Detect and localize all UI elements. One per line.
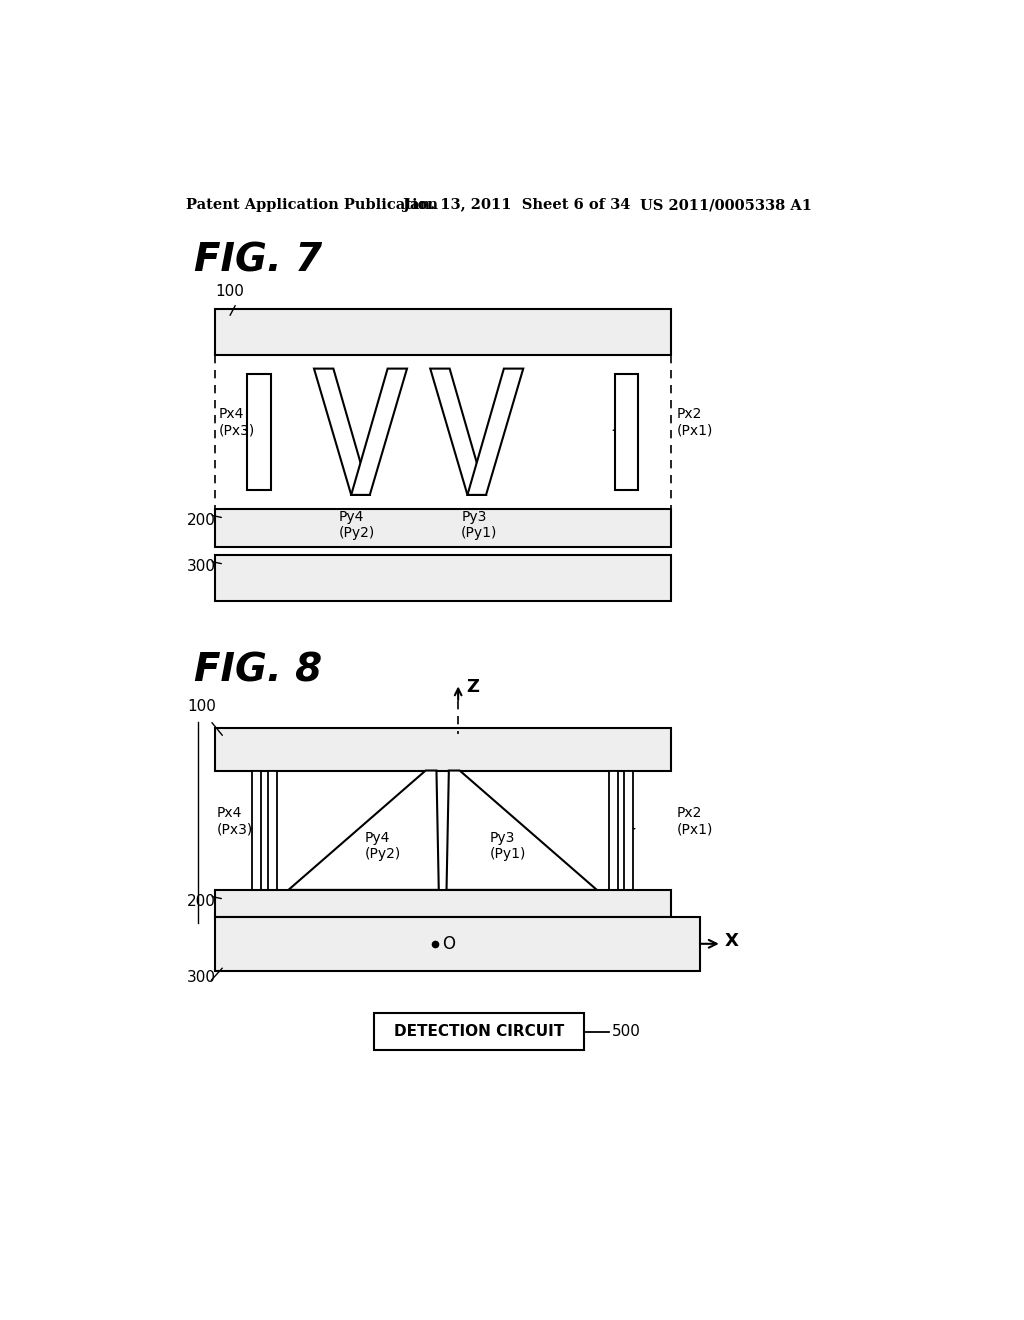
Text: X: X [725, 932, 738, 949]
Text: Patent Application Publication: Patent Application Publication [186, 198, 438, 213]
Polygon shape [289, 771, 438, 890]
Text: US 2011/0005338 A1: US 2011/0005338 A1 [640, 198, 811, 213]
Text: DETECTION CIRCUIT: DETECTION CIRCUIT [394, 1024, 564, 1039]
Text: 100: 100 [216, 284, 245, 298]
Polygon shape [248, 374, 270, 490]
Text: Py4
(Py2): Py4 (Py2) [339, 511, 375, 540]
Polygon shape [624, 771, 633, 890]
Polygon shape [314, 368, 370, 495]
Text: 100: 100 [187, 700, 216, 714]
Polygon shape [267, 771, 276, 890]
Text: FIG. 7: FIG. 7 [194, 242, 322, 280]
Text: O: O [442, 935, 455, 953]
Polygon shape [215, 729, 671, 771]
Polygon shape [252, 771, 261, 890]
Text: Py4
(Py2): Py4 (Py2) [365, 830, 401, 861]
Polygon shape [215, 917, 700, 970]
Polygon shape [614, 374, 638, 490]
Polygon shape [430, 368, 486, 495]
Polygon shape [215, 890, 671, 917]
Polygon shape [608, 771, 617, 890]
Polygon shape [215, 309, 671, 355]
Text: Py3
(Py1): Py3 (Py1) [489, 830, 526, 861]
Text: 500: 500 [611, 1024, 640, 1039]
Text: Px2
(Px1): Px2 (Px1) [677, 408, 713, 438]
Text: Px2
(Px1): Px2 (Px1) [677, 807, 713, 836]
Text: Z: Z [466, 678, 479, 697]
Text: Px4
(Px3): Px4 (Px3) [219, 408, 255, 438]
Polygon shape [467, 368, 523, 495]
Polygon shape [215, 554, 671, 601]
Polygon shape [215, 508, 671, 548]
Text: Jan. 13, 2011  Sheet 6 of 34: Jan. 13, 2011 Sheet 6 of 34 [403, 198, 631, 213]
Text: Py3
(Py1): Py3 (Py1) [461, 511, 498, 540]
Text: FIG. 8: FIG. 8 [194, 651, 322, 689]
Text: 200: 200 [187, 512, 216, 528]
Text: 300: 300 [187, 558, 216, 574]
Text: Px4
(Px3): Px4 (Px3) [217, 807, 253, 836]
Text: 300: 300 [187, 970, 216, 985]
Polygon shape [446, 771, 597, 890]
Polygon shape [351, 368, 407, 495]
Text: 200: 200 [187, 894, 216, 908]
